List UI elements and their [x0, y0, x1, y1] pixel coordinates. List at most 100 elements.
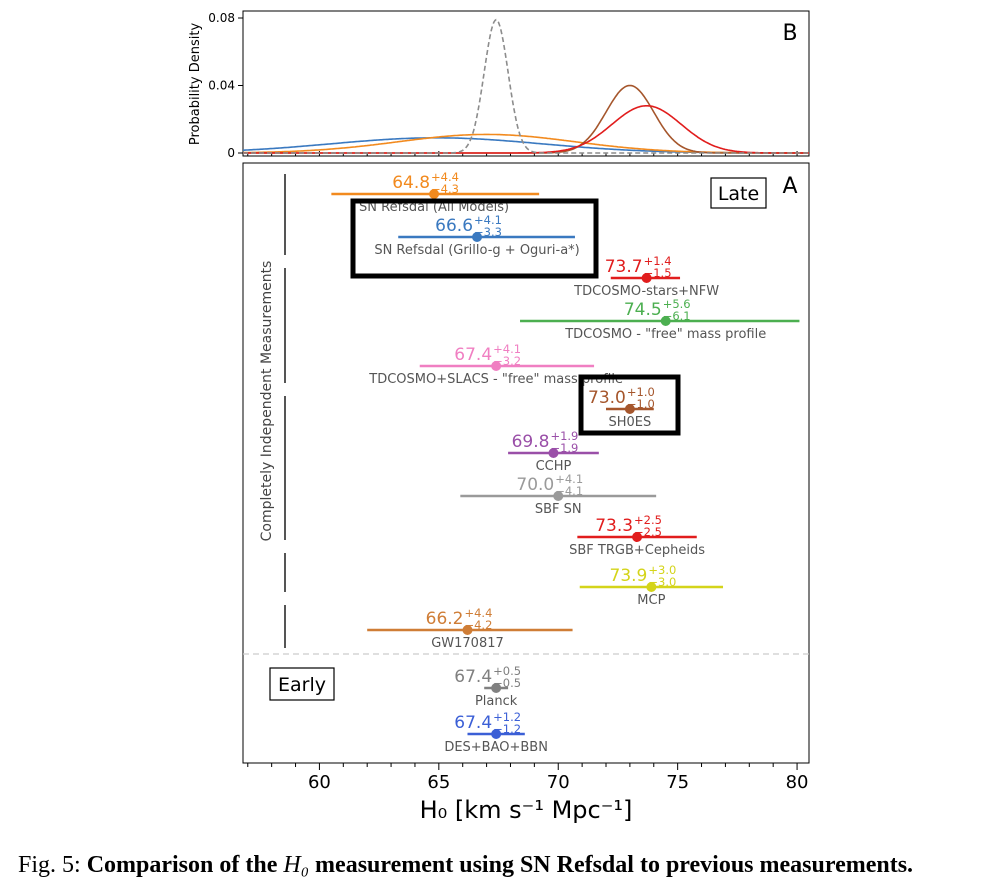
measurement-11: 67.4 +0.5−0.5 Planck [454, 664, 521, 709]
caption-bold-end: measurement using SN Refsdal to previous… [309, 852, 914, 878]
minus-error-label: −1.9 [550, 441, 578, 455]
minus-error-label: −4.1 [555, 484, 583, 498]
highlight-box [578, 374, 681, 436]
point-marker [429, 189, 440, 199]
minus-error-label: −6.1 [663, 309, 691, 323]
early-label: Early [278, 674, 326, 696]
y-tick-label: 0 [227, 146, 235, 160]
plus-error-label: +4.4 [464, 606, 492, 620]
value-label: 73.3 [595, 516, 633, 536]
measurement-name: TDCOSMO - "free" mass profile [564, 327, 766, 342]
point-marker [548, 448, 559, 458]
measurement-name: MCP [637, 593, 665, 608]
measurement-name: SN Refsdal (Grillo-g + Oguri-a*) [374, 243, 579, 258]
plus-error-label: +4.1 [474, 213, 502, 227]
point-marker [624, 404, 635, 414]
value-label: 69.8 [512, 432, 550, 452]
highlight-box [350, 198, 599, 279]
panel-b-label: B [782, 21, 797, 46]
value-label: 66.2 [426, 609, 464, 629]
value-label: 73.0 [588, 388, 626, 408]
panel-b: B Probability Density 0 0.04 0.08 [188, 10, 810, 160]
late-label-box [710, 177, 767, 209]
caption-prefix: Fig. 5: [18, 852, 87, 878]
measurement-name: CCHP [536, 459, 572, 474]
point-marker [462, 625, 473, 635]
measurement-name: SH0ES [609, 415, 652, 430]
panel-b-frame [242, 10, 810, 157]
plus-error-label: +1.2 [493, 710, 521, 724]
minus-error-label: −4.2 [464, 618, 492, 632]
early-label-box [269, 667, 335, 701]
value-label: 67.4 [454, 667, 492, 687]
caption-bold-start: Comparison of the [86, 852, 284, 878]
independent-label: Completely Independent Measurements [259, 261, 275, 542]
measurement-name: SBF SN [535, 502, 582, 517]
plus-error-label: +4.1 [493, 342, 521, 356]
value-label: 67.4 [454, 713, 492, 733]
plus-error-label: +2.5 [634, 513, 662, 527]
measurement-2: 73.7 +1.4−1.5 TDCOSMO-stars+NFW [573, 254, 719, 299]
measurement-name: SBF TRGB+Cepheids [569, 543, 705, 558]
minus-error-label: −1.2 [493, 722, 521, 736]
measurement-3: 74.5 +5.6−6.1 TDCOSMO - "free" mass profil… [520, 297, 800, 342]
measurement-name: TDCOSMO+SLACS - "free" mass profile [368, 372, 623, 387]
measurement-name: DES+BAO+BBN [444, 740, 548, 755]
minus-error-label: −4.3 [431, 182, 459, 196]
x-tick-label: 75 [666, 772, 689, 793]
point-marker [491, 683, 502, 693]
measurement-name: SN Refsdal (All Models) [359, 200, 509, 215]
value-label: 73.9 [610, 566, 648, 586]
plus-error-label: +4.4 [431, 170, 459, 184]
measurement-name: GW170817 [431, 636, 504, 651]
measurement-9: 73.9 +3.0−3.0 MCP [579, 563, 724, 608]
point-marker [491, 729, 502, 739]
density-curve [243, 18, 809, 154]
measurement-10: 66.2 +4.4−4.2 GW170817 [367, 606, 573, 651]
y-tick-label: 0.04 [208, 79, 235, 93]
point-marker [632, 532, 643, 542]
point-marker [641, 273, 652, 283]
measurement-name: Planck [475, 694, 518, 709]
density-curve [243, 137, 809, 154]
point-marker [660, 316, 671, 326]
point-marker [646, 582, 657, 592]
caption-symbol: H₀ [283, 852, 310, 878]
figure-caption: Fig. 5: Comparison of the H₀ measurement… [18, 852, 998, 879]
measurement-name: TDCOSMO-stars+NFW [573, 284, 719, 299]
density-curve [243, 105, 809, 154]
value-label: 64.8 [392, 173, 430, 193]
point-marker [472, 232, 483, 242]
x-tick-label: 70 [547, 772, 570, 793]
value-label: 73.7 [605, 257, 643, 277]
plus-error-label: +0.5 [493, 664, 521, 678]
measurement-0: 64.8 +4.4−4.3 SN Refsdal (All Models) [331, 170, 540, 215]
value-label: 74.5 [624, 300, 662, 320]
panel-b-ylabel: Probability Density [188, 23, 203, 146]
plus-error-label: +4.1 [555, 472, 583, 486]
minus-error-label: −3.0 [648, 575, 676, 589]
value-label: 67.4 [454, 345, 492, 365]
point-marker [491, 361, 502, 371]
plus-error-label: +1.4 [644, 254, 672, 268]
minus-error-label: −3.2 [493, 354, 521, 368]
plus-error-label: +1.0 [627, 385, 655, 399]
measurement-5: 73.0 +1.0−1.0 SH0ES [578, 374, 681, 436]
value-label: 70.0 [516, 475, 554, 495]
measurement-4: 67.4 +4.1−3.2 TDCOSMO+SLACS - "free" mass … [368, 342, 623, 387]
y-tick-label: 0.08 [208, 11, 235, 25]
measurement-1: 66.6 +4.1−3.3 SN Refsdal (Grillo-g + Oguri… [350, 198, 599, 279]
x-tick-label: 65 [427, 772, 450, 793]
measurement-12: 67.4 +1.2−1.2 DES+BAO+BBN [444, 710, 548, 755]
panel-a-label: A [782, 174, 797, 199]
minus-error-label: −1.5 [644, 266, 672, 280]
plus-error-label: +1.9 [550, 429, 578, 443]
point-marker [553, 491, 564, 501]
plus-error-label: +3.0 [648, 563, 676, 577]
measurement-8: 73.3 +2.5−2.5 SBF TRGB+Cepheids [569, 513, 705, 558]
x-axis-label: H₀ [km s⁻¹ Mpc⁻¹] [420, 796, 633, 824]
plus-error-label: +5.6 [663, 297, 691, 311]
minus-error-label: −0.5 [493, 676, 521, 690]
panel-a-frame [242, 162, 810, 764]
